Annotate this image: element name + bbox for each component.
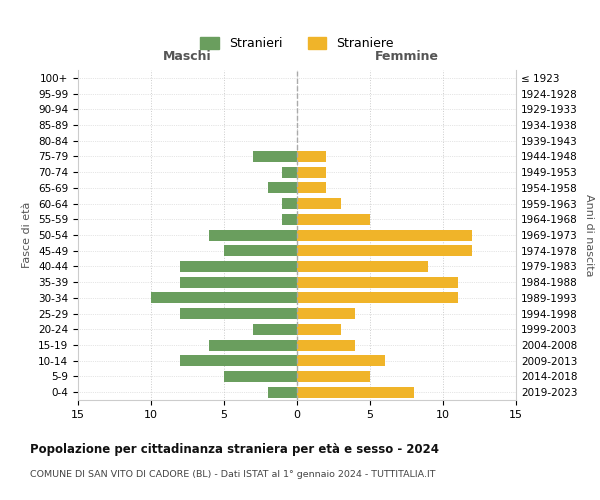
Bar — [297, 292, 458, 304]
Bar — [297, 355, 385, 366]
Bar — [283, 214, 297, 225]
Legend: Stranieri, Straniere: Stranieri, Straniere — [200, 36, 394, 51]
Y-axis label: Fasce di età: Fasce di età — [22, 202, 32, 268]
Bar — [180, 261, 297, 272]
Bar — [224, 371, 297, 382]
Bar — [297, 166, 326, 177]
Bar — [297, 386, 414, 398]
Bar — [209, 340, 297, 350]
Text: Popolazione per cittadinanza straniera per età e sesso - 2024: Popolazione per cittadinanza straniera p… — [30, 442, 439, 456]
Bar — [209, 230, 297, 240]
Bar — [151, 292, 297, 304]
Bar — [180, 355, 297, 366]
Bar — [180, 276, 297, 287]
Bar — [297, 182, 326, 194]
Bar — [297, 245, 472, 256]
Bar — [297, 230, 472, 240]
Bar — [297, 340, 355, 350]
Bar — [297, 261, 428, 272]
Text: Femmine: Femmine — [374, 50, 439, 64]
Text: COMUNE DI SAN VITO DI CADORE (BL) - Dati ISTAT al 1° gennaio 2024 - TUTTITALIA.I: COMUNE DI SAN VITO DI CADORE (BL) - Dati… — [30, 470, 436, 479]
Bar — [283, 166, 297, 177]
Bar — [268, 386, 297, 398]
Bar — [297, 308, 355, 319]
Bar — [297, 276, 458, 287]
Text: Maschi: Maschi — [163, 50, 212, 64]
Bar — [268, 182, 297, 194]
Bar — [297, 371, 370, 382]
Bar — [224, 245, 297, 256]
Bar — [253, 151, 297, 162]
Bar — [297, 151, 326, 162]
Bar — [297, 214, 370, 225]
Bar — [180, 308, 297, 319]
Bar — [283, 198, 297, 209]
Bar — [297, 324, 341, 335]
Bar — [297, 198, 341, 209]
Y-axis label: Anni di nascita: Anni di nascita — [584, 194, 594, 276]
Bar — [253, 324, 297, 335]
